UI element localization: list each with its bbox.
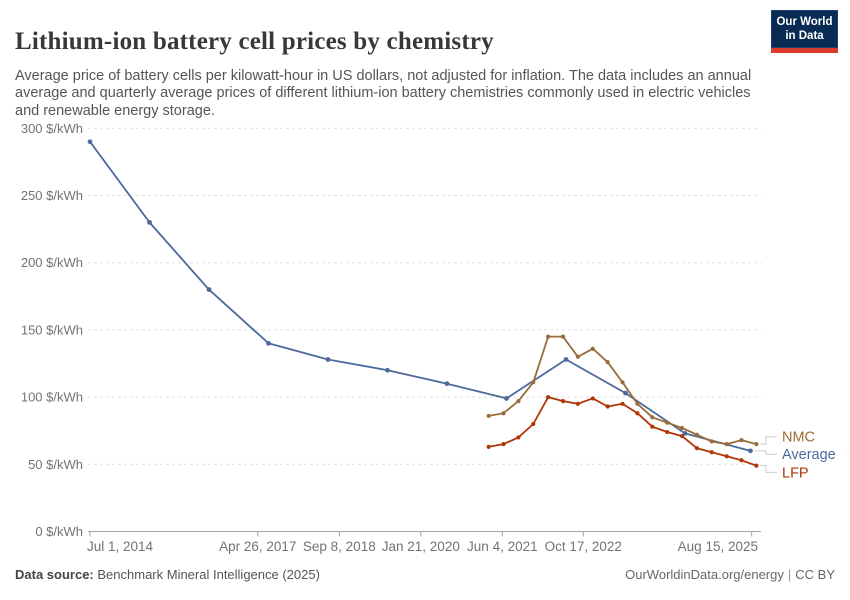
- x-axis-label: Oct 17, 2022: [545, 539, 622, 554]
- series-point-lfp: [501, 442, 506, 447]
- y-axis-label: 0 $/kWh: [35, 524, 83, 539]
- series-point-nmc: [605, 360, 610, 365]
- series-point-lfp: [546, 395, 551, 400]
- series-point-nmc: [635, 401, 640, 406]
- series-point-lfp: [486, 444, 491, 449]
- footer-right: OurWorldinData.org/energy | CC BY: [625, 567, 835, 582]
- y-axis-label: 100 $/kWh: [21, 390, 83, 405]
- license-label: CC BY: [795, 567, 835, 582]
- owid-link[interactable]: OurWorldinData.org/energy: [625, 567, 784, 582]
- series-point-nmc: [501, 411, 506, 416]
- series-point-average: [385, 367, 390, 373]
- data-source-label: Data source:: [15, 567, 94, 582]
- y-axis-label: 150 $/kWh: [21, 322, 83, 337]
- series-point-average: [325, 357, 331, 362]
- series-label-nmc: NMC: [782, 430, 815, 446]
- series-point-lfp: [516, 435, 521, 440]
- series-point-average: [266, 340, 271, 346]
- series-point-average: [147, 219, 152, 225]
- chart-title: Lithium-ion battery cell prices by chemi…: [15, 27, 494, 55]
- series-point-nmc: [620, 380, 625, 385]
- y-axis-label: 200 $/kWh: [21, 255, 83, 270]
- series-point-lfp: [605, 404, 610, 409]
- series-point-lfp: [590, 396, 595, 401]
- series-point-average: [206, 287, 212, 292]
- series-point-lfp: [635, 411, 640, 416]
- owid-logo[interactable]: Our World in Data: [771, 10, 838, 53]
- series-point-nmc: [709, 439, 714, 444]
- x-axis-label: Jun 4, 2021: [467, 539, 538, 554]
- series-point-nmc: [650, 415, 655, 420]
- series-point-average: [682, 430, 688, 436]
- series-point-nmc: [590, 346, 595, 351]
- series-line-lfp: [487, 396, 758, 467]
- data-source: Data source: Benchmark Mineral Intellige…: [15, 567, 320, 582]
- series-point-nmc: [575, 354, 581, 359]
- series-point-lfp: [724, 454, 729, 459]
- series-point-lfp: [560, 399, 566, 404]
- chart-subtitle: Average price of battery cells per kilow…: [15, 67, 752, 119]
- series-point-nmc: [665, 420, 670, 425]
- series-point-lfp: [754, 463, 759, 468]
- chart-footer: Data source: Benchmark Mineral Intellige…: [15, 567, 835, 582]
- owid-logo-line1: Our World: [776, 16, 833, 28]
- series-point-average: [748, 448, 753, 454]
- series-point-lfp: [739, 458, 744, 463]
- x-axis-label: Aug 15, 2025: [678, 539, 758, 554]
- series-point-average: [504, 396, 509, 401]
- series-point-nmc: [516, 399, 521, 404]
- footer-separator: |: [787, 567, 792, 582]
- x-axis-label: Sep 8, 2018: [303, 539, 376, 554]
- series-point-average: [444, 381, 450, 387]
- series-point-average: [87, 139, 93, 145]
- series-connector-lfp: [760, 465, 777, 473]
- x-axis-label: Apr 26, 2017: [219, 539, 296, 554]
- series-point-lfp: [531, 421, 536, 427]
- owid-logo-line2: in Data: [785, 29, 824, 42]
- series-label-average: Average: [782, 447, 836, 463]
- series-point-nmc: [724, 442, 729, 447]
- series-connector-average: [754, 450, 777, 455]
- series-point-nmc: [754, 442, 759, 447]
- series-label-lfp: LFP: [782, 465, 809, 481]
- y-axis-label: 50 $/kWh: [28, 457, 83, 472]
- series-point-average: [563, 357, 569, 362]
- series-point-lfp: [575, 401, 581, 406]
- series-point-average: [623, 390, 628, 396]
- y-axis-label: 250 $/kWh: [21, 188, 83, 203]
- series-point-nmc: [531, 380, 536, 385]
- data-source-value: Benchmark Mineral Intelligence (2025): [97, 567, 320, 582]
- series-point-lfp: [665, 429, 670, 435]
- series-point-nmc: [739, 438, 744, 443]
- series-connector-nmc: [760, 436, 777, 445]
- series-point-lfp: [650, 424, 655, 429]
- series-line-average: [89, 140, 752, 452]
- series-point-lfp: [679, 433, 685, 439]
- x-axis-label: Jul 1, 2014: [87, 539, 154, 554]
- series-point-nmc: [546, 334, 551, 339]
- series-point-nmc: [679, 425, 685, 431]
- series-point-lfp: [694, 446, 700, 451]
- y-axis-label: 300 $/kWh: [21, 121, 83, 136]
- series-point-nmc: [560, 334, 566, 339]
- series-point-nmc: [486, 413, 491, 419]
- x-axis-label: Jan 21, 2020: [382, 539, 460, 554]
- series-point-nmc: [694, 432, 700, 437]
- series-point-lfp: [620, 401, 625, 406]
- series-point-lfp: [709, 450, 714, 455]
